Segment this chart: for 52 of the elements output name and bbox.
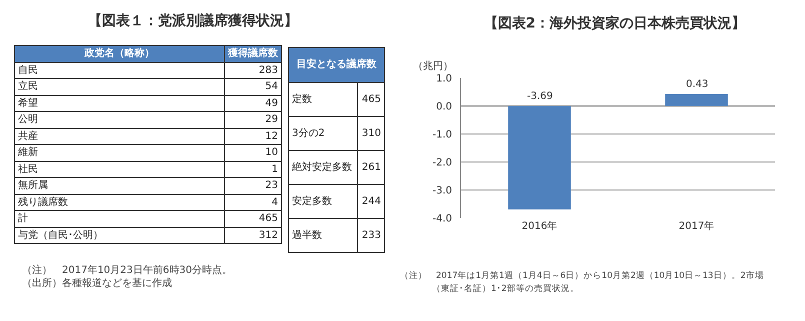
y-tick-label: 0.0 bbox=[436, 102, 452, 112]
y-axis-title: （兆円） bbox=[413, 60, 453, 72]
data-label: 0.43 bbox=[686, 79, 708, 90]
data-label: 310 bbox=[358, 116, 384, 150]
data-label: 23 bbox=[224, 178, 282, 194]
y-tick-label: 1.0 bbox=[436, 74, 452, 84]
category-label: 与党（自民･公明） bbox=[14, 227, 224, 244]
text: （東証･名証）1･2部等の売買状況。 bbox=[432, 283, 579, 294]
text: （注） 2017年は1月第1週（1月4日～6日）から10月第2週（10月10日～13日）。2市場 bbox=[400, 270, 764, 281]
y-tick-label: -4.0 bbox=[432, 214, 452, 224]
category-label: 維新 bbox=[14, 144, 224, 161]
category-label: 希望 bbox=[14, 95, 224, 112]
data-label: 10 bbox=[224, 144, 282, 161]
data-label: -3.69 bbox=[527, 91, 553, 102]
x-tick-label: 2017年 bbox=[678, 220, 714, 232]
data-label: 465 bbox=[358, 82, 384, 116]
text: （出所）各種報道などを基に作成 bbox=[22, 277, 172, 290]
category-label: 定数 bbox=[288, 82, 358, 116]
text: 政党名（略称） bbox=[14, 46, 224, 62]
data-label: 49 bbox=[224, 95, 282, 112]
category-label: 安定多数 bbox=[288, 184, 358, 218]
x-tick-label: 2016年 bbox=[522, 220, 558, 232]
category-label: 無所属 bbox=[14, 178, 224, 194]
data-label: 312 bbox=[224, 227, 282, 244]
data-label: 244 bbox=[358, 184, 384, 218]
text: 獲得議席数 bbox=[224, 46, 282, 62]
data-label: 4 bbox=[224, 194, 282, 210]
text: 【図表１：党派別議席獲得状況】 bbox=[88, 12, 298, 30]
category-label: 3分の2 bbox=[288, 116, 358, 150]
category-label: 残り議席数 bbox=[14, 194, 224, 210]
category-label: 立民 bbox=[14, 78, 224, 95]
category-label: 過半数 bbox=[288, 218, 358, 252]
data-label: 12 bbox=[224, 128, 282, 144]
category-label: 自民 bbox=[14, 62, 224, 78]
data-label: 465 bbox=[224, 210, 282, 227]
y-tick-label: -3.0 bbox=[432, 186, 452, 196]
data-label: 233 bbox=[358, 218, 384, 252]
category-label: 社民 bbox=[14, 161, 224, 178]
chart-title: 【図表2：海外投資家の日本株売買状況】 bbox=[484, 14, 746, 32]
category-label: 計 bbox=[14, 210, 224, 227]
y-tick-label: -2.0 bbox=[432, 158, 452, 168]
y-tick-label: -1.0 bbox=[432, 130, 452, 140]
data-label: 54 bbox=[224, 78, 282, 95]
data-label: 29 bbox=[224, 112, 282, 128]
category-label: 絶対安定多数 bbox=[288, 150, 358, 184]
text: 目安となる議席数 bbox=[288, 48, 384, 82]
data-label: 1 bbox=[224, 161, 282, 178]
text: （注） 2017年10月23日午前6時30分時点。 bbox=[22, 264, 232, 277]
data-label: 261 bbox=[358, 150, 384, 184]
category-label: 共産 bbox=[14, 128, 224, 144]
data-label: 283 bbox=[224, 62, 282, 78]
category-label: 公明 bbox=[14, 112, 224, 128]
